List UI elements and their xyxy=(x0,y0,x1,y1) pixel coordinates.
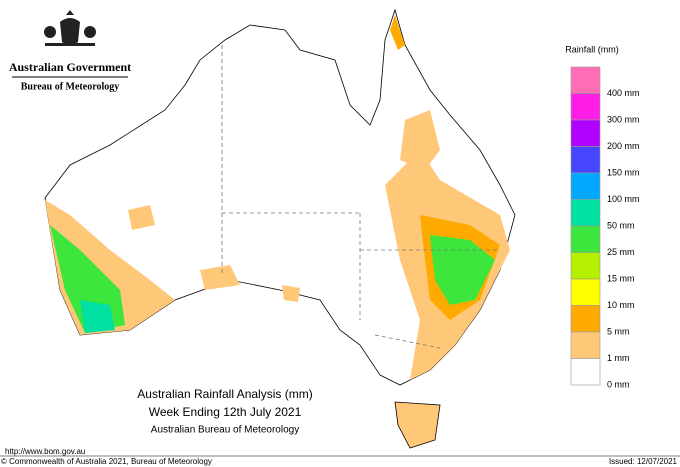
legend-label: 50 mm xyxy=(607,220,635,230)
legend-swatch xyxy=(570,305,601,333)
issued: Issued: 12/07/2021 xyxy=(609,457,678,466)
legend-swatch xyxy=(570,93,601,121)
legend-swatch xyxy=(570,66,601,94)
legend: 400 mm 300 mm 200 mm 150 mm 100 mm 50 mm 25 mm… xyxy=(570,66,640,389)
url[interactable]: http://www.bom.gov.au xyxy=(5,447,85,456)
legend-label: 25 mm xyxy=(607,247,635,257)
legend-label: 300 mm xyxy=(607,114,640,124)
bureau: Bureau of Meteorology xyxy=(21,81,120,92)
agency: Australian Government xyxy=(9,60,131,74)
legend-label: 5 mm xyxy=(607,326,630,336)
legend-swatch xyxy=(570,119,601,147)
map-title: Australian Rainfall Analysis (mm) xyxy=(137,387,312,401)
legend-label: 100 mm xyxy=(607,194,640,204)
legend-swatch xyxy=(570,358,601,386)
legend-label: 0 mm xyxy=(607,379,630,389)
legend-label: 150 mm xyxy=(607,167,640,177)
legend-label: 200 mm xyxy=(607,141,640,151)
legend-label: 15 mm xyxy=(607,273,635,283)
legend-swatch xyxy=(570,252,601,280)
legend-label: 1 mm xyxy=(607,353,630,363)
legend-swatch xyxy=(570,331,601,359)
map-subtitle: Week Ending 12th July 2021 xyxy=(149,405,302,419)
legend-swatch xyxy=(570,172,601,200)
map-source: Australian Bureau of Meteorology xyxy=(151,425,299,436)
legend-swatch xyxy=(570,199,601,227)
australia-map xyxy=(44,8,516,449)
coat-of-arms xyxy=(44,10,96,46)
legend-title: Rainfall (mm) xyxy=(565,44,619,54)
copyright: © Commonwealth of Australia 2021, Bureau… xyxy=(1,457,212,466)
legend-swatch xyxy=(570,146,601,174)
legend-label: 10 mm xyxy=(607,300,635,310)
legend-swatch xyxy=(570,225,601,253)
legend-swatch xyxy=(570,278,601,306)
legend-label: 400 mm xyxy=(607,88,640,98)
